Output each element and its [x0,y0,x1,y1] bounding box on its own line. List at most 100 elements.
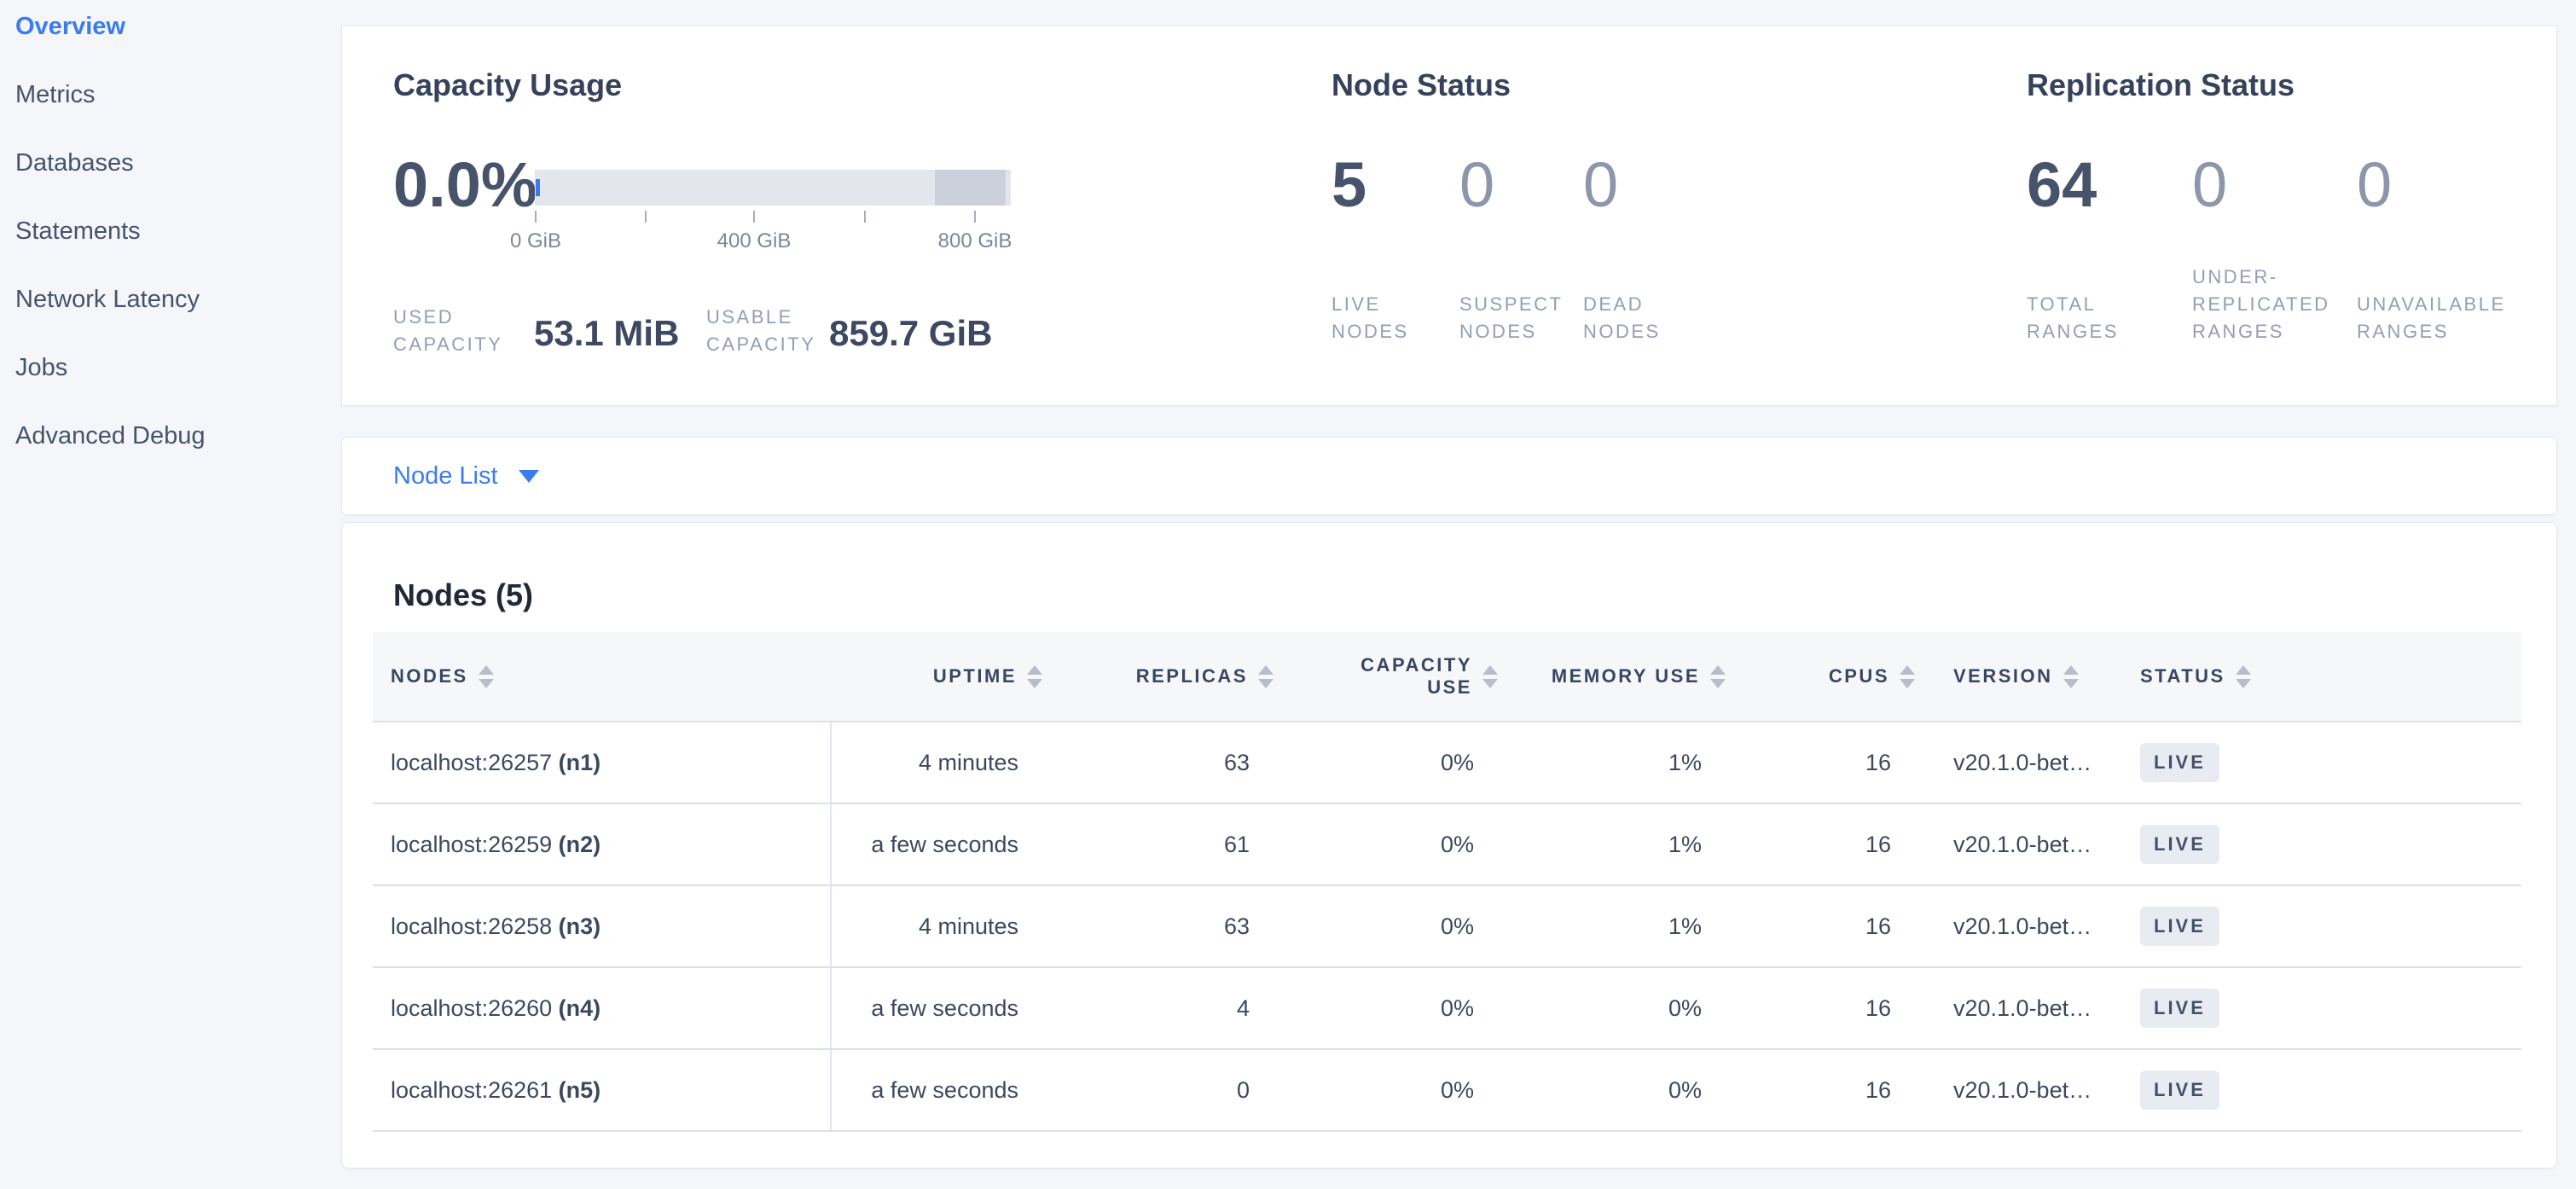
sidebar-item-metrics[interactable]: Metrics [15,80,96,108]
column-label: STATUS [2140,665,2225,687]
column-header-replicas[interactable]: REPLICAS [1048,632,1280,722]
column-header-cpus[interactable]: CPUS [1737,632,1922,722]
sort-icon [1482,664,1498,688]
replicas-cell: 4 [1048,967,1280,1050]
memory-use-cell: 1% [1511,885,1737,968]
sidebar-item-statements[interactable]: Statements [15,217,141,245]
sort-icon [2063,664,2079,688]
node-name-cell: localhost:26261 (n5) [373,1049,832,1132]
replicas-cell: 63 [1048,885,1280,968]
replication-status-title: Replication Status [2027,67,2295,102]
unavailable-ranges-label: UNAVAILABLE RANGES [2357,293,2506,342]
column-header-status[interactable]: STATUS [2103,632,2521,722]
gauge-axis-tick [974,211,976,223]
sidebar-item-databases[interactable]: Databases [15,148,134,177]
column-header-nodes[interactable]: NODES [373,632,831,722]
column-header-capacity-use[interactable]: CAPACITY USE [1280,632,1511,722]
column-header-uptime[interactable]: UPTIME [831,632,1048,722]
total-ranges-value: 64 [2027,149,2097,220]
capacity-used-percent: 0.0% [393,149,537,220]
status-cell: LIVE [2103,885,2521,968]
replication-status-section: Replication Status 64 0 0 TOTAL RANGES U… [2027,26,2556,407]
node-host: localhost:26259 [391,831,553,857]
version-cell: v20.1.0-bet… [1922,722,2103,804]
sidebar-nav: Overview Metrics Databases Statements Ne… [0,0,341,470]
node-host: localhost:26257 [391,749,553,775]
column-label: CPUS [1828,665,1889,687]
usable-capacity-value: 859.7 GiB [829,313,993,353]
column-label: MEMORY USE [1551,665,1700,687]
live-nodes-label: LIVE NODES [1332,293,1409,342]
status-badge: LIVE [2140,989,2219,1028]
column-label: VERSION [1953,665,2053,687]
uptime-cell: 4 minutes [831,885,1048,968]
usable-capacity-label: USABLE CAPACITY [706,306,816,355]
main-content: Capacity Usage 0.0% 0 GiB 400 GiB 800 Gi… [341,0,2557,1169]
sort-icon [1258,664,1273,688]
total-ranges-label: TOTAL RANGES [2027,293,2119,342]
node-name-cell: localhost:26257 (n1) [373,722,832,804]
table-row[interactable]: localhost:26258 (n3) 4 minutes 63 0% 1% … [373,885,2521,968]
status-badge: LIVE [2140,1070,2219,1110]
replication-status-values: 64 0 0 [2027,149,2544,220]
status-badge: LIVE [2140,743,2219,782]
node-list-card: Node List [341,437,2557,515]
status-cell: LIVE [2103,722,2521,804]
sort-icon [1710,664,1726,688]
uptime-cell: a few seconds [831,803,1048,886]
column-header-version[interactable]: VERSION [1922,632,2103,722]
table-row[interactable]: localhost:26257 (n1) 4 minutes 63 0% 1% … [373,722,2521,804]
uptime-cell: a few seconds [831,967,1048,1050]
column-label: NODES [391,665,468,687]
gauge-axis-tick [645,211,647,223]
table-row[interactable]: localhost:26260 (n4) a few seconds 4 0% … [373,967,2521,1050]
memory-use-cell: 0% [1511,1049,1737,1132]
node-id: (n2) [558,831,601,857]
unavailable-ranges-value: 0 [2357,149,2393,220]
capacity-use-cell: 0% [1280,967,1511,1050]
replication-status-labels: TOTAL RANGES UNDER-REPLICATED RANGES UNA… [2027,264,2544,345]
sidebar-item-advanced-debug[interactable]: Advanced Debug [15,421,206,450]
cluster-summary-card: Capacity Usage 0.0% 0 GiB 400 GiB 800 Gi… [341,26,2557,406]
dead-nodes-label: DEAD NODES [1583,293,1661,342]
sidebar-item-overview[interactable]: Overview [15,12,125,40]
used-capacity-value: 53.1 MiB [534,313,680,353]
table-row[interactable]: localhost:26259 (n2) a few seconds 61 0%… [373,803,2521,886]
capacity-usage-section: Capacity Usage 0.0% 0 GiB 400 GiB 800 Gi… [393,26,1332,407]
memory-use-cell: 1% [1511,803,1737,886]
nodes-table-title: Nodes (5) [393,577,534,612]
capacity-gauge-used-marker [536,179,540,196]
column-label: REPLICAS [1135,665,1248,687]
live-nodes-value: 5 [1332,149,1367,220]
status-badge: LIVE [2140,825,2219,864]
gauge-axis-label-400: 400 GiB [717,229,792,252]
capacity-usage-title: Capacity Usage [393,67,623,102]
node-id: (n3) [558,913,601,939]
node-status-labels: LIVE NODES SUSPECT NODES DEAD NODES [1332,291,1720,345]
node-list-dropdown[interactable]: Node List [393,462,539,490]
under-replicated-ranges-value: 0 [2192,149,2228,220]
replicas-cell: 61 [1048,803,1280,886]
gauge-axis-tick [864,211,866,223]
sort-icon [1900,664,1915,688]
cpus-cell: 16 [1737,1049,1922,1132]
column-header-memory-use[interactable]: MEMORY USE [1511,632,1737,722]
sort-icon [478,664,494,688]
node-host: localhost:26261 [391,1076,553,1103]
uptime-cell: a few seconds [831,1049,1048,1132]
sort-icon [1027,664,1042,688]
sidebar-item-network-latency[interactable]: Network Latency [15,285,200,313]
node-id: (n4) [558,995,601,1021]
gauge-axis-label-800: 800 GiB [937,229,1012,252]
nodes-table: NODES UPTIME REPLICAS CAPACITY USE MEMOR… [373,632,2521,1132]
status-cell: LIVE [2103,967,2521,1050]
cpus-cell: 16 [1737,967,1922,1050]
table-row[interactable]: localhost:26261 (n5) a few seconds 0 0% … [373,1049,2521,1132]
capacity-use-cell: 0% [1280,722,1511,804]
capacity-use-cell: 0% [1280,803,1511,886]
replicas-cell: 0 [1048,1049,1280,1132]
node-status-values: 5 0 0 [1332,149,1720,220]
status-badge: LIVE [2140,907,2219,946]
capacity-use-cell: 0% [1280,1049,1511,1132]
sidebar-item-jobs[interactable]: Jobs [15,353,68,381]
